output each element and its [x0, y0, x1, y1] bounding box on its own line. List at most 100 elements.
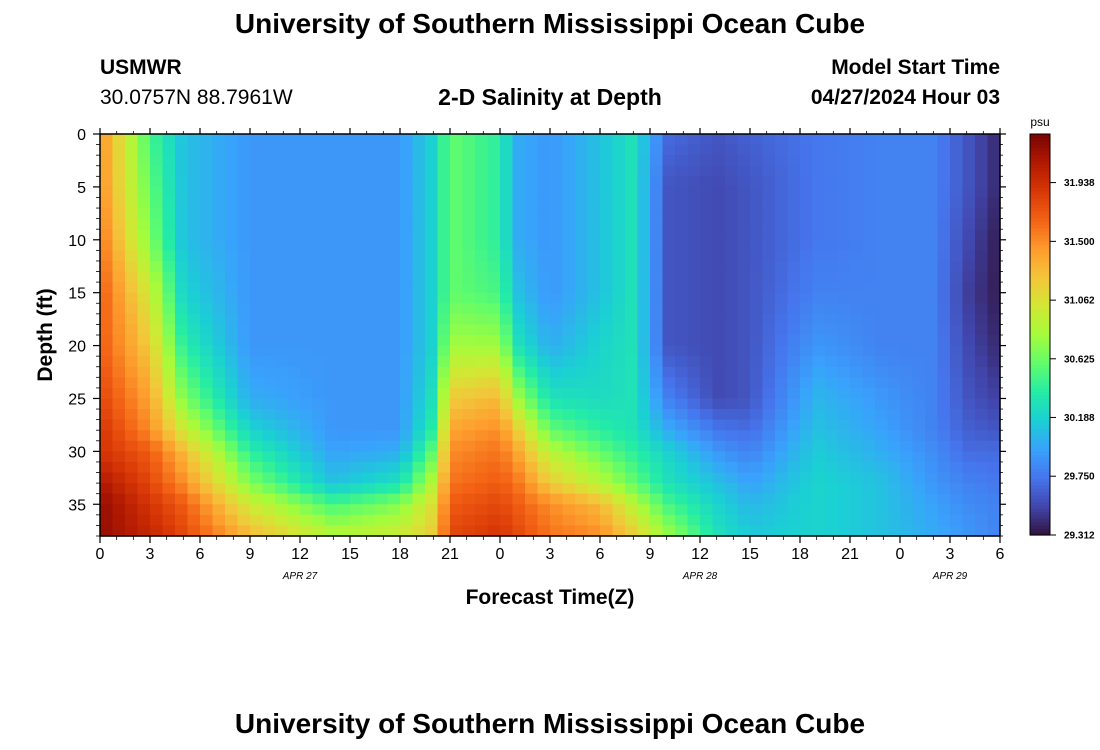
- heatmap-cell: [825, 335, 839, 347]
- heatmap-cell: [175, 377, 189, 389]
- heatmap-cell: [412, 356, 426, 368]
- heatmap-cell: [437, 186, 451, 199]
- heatmap-cell: [862, 483, 876, 495]
- heatmap-cell: [225, 504, 239, 516]
- heatmap-cell: [675, 324, 689, 336]
- heatmap-cell: [900, 144, 914, 156]
- heatmap-cell: [487, 229, 501, 241]
- heatmap-cell: [912, 186, 926, 199]
- heatmap-cell: [512, 440, 526, 452]
- heatmap-cell: [437, 483, 451, 495]
- heatmap-cell: [275, 218, 289, 230]
- heatmap-cell: [537, 250, 551, 262]
- heatmap-cell: [162, 165, 176, 177]
- colorbar-segment: [1030, 454, 1050, 459]
- heatmap-cell: [462, 165, 476, 177]
- heatmap-cell: [637, 493, 651, 505]
- heatmap-cell: [100, 345, 114, 357]
- heatmap-cell: [275, 493, 289, 505]
- heatmap-cell: [575, 324, 589, 336]
- heatmap-cell: [975, 409, 989, 421]
- heatmap-cell: [637, 134, 651, 146]
- heatmap-cell: [537, 366, 551, 378]
- heatmap-cell: [225, 387, 239, 400]
- heatmap-cell: [137, 155, 151, 167]
- heatmap-cell: [362, 186, 376, 199]
- heatmap-cell: [837, 155, 851, 167]
- heatmap-cell: [175, 451, 189, 463]
- heatmap-cell: [825, 250, 839, 262]
- heatmap-cell: [750, 229, 764, 241]
- heatmap-cell: [325, 176, 339, 188]
- heatmap-cell: [325, 430, 339, 442]
- heatmap-cell: [350, 144, 364, 156]
- heatmap-cell: [312, 504, 326, 516]
- heatmap-cell: [187, 419, 201, 431]
- colorbar-frame: [1029, 133, 1051, 536]
- heatmap-cell: [162, 260, 176, 273]
- heatmap-cell: [475, 134, 489, 146]
- heatmap-cell: [362, 218, 376, 230]
- heatmap-cell: [625, 366, 639, 378]
- heatmap-cell: [250, 504, 264, 516]
- heatmap-cell: [300, 282, 314, 294]
- heatmap-cell: [100, 387, 114, 400]
- heatmap-cell: [400, 356, 414, 368]
- heatmap-cell: [775, 186, 789, 199]
- heatmap-cell: [237, 366, 251, 378]
- heatmap-cell: [600, 324, 614, 336]
- heatmap-cell: [237, 218, 251, 230]
- heatmap-cell: [675, 504, 689, 516]
- heatmap-cell: [762, 313, 776, 326]
- heatmap-cell: [600, 419, 614, 431]
- heatmap-cell: [275, 387, 289, 400]
- heatmap-cell: [262, 430, 276, 442]
- heatmap-cell: [450, 366, 464, 378]
- heatmap-cell: [775, 218, 789, 230]
- heatmap-cell: [887, 430, 901, 442]
- heatmap-cell: [987, 419, 1001, 431]
- heatmap-cell: [125, 387, 139, 400]
- heatmap-cell: [362, 144, 376, 156]
- heatmap-cell: [575, 303, 589, 315]
- heatmap-cell: [575, 451, 589, 463]
- heatmap-cell: [800, 504, 814, 516]
- heatmap-cell: [375, 239, 389, 251]
- heatmap-cell: [837, 409, 851, 421]
- heatmap-cell: [812, 292, 826, 304]
- heatmap-cell: [837, 239, 851, 251]
- heatmap-cell: [750, 356, 764, 368]
- heatmap-cell: [300, 366, 314, 378]
- heatmap-cell: [350, 356, 364, 368]
- heatmap-cell: [250, 493, 264, 505]
- heatmap-cell: [550, 356, 564, 368]
- heatmap-cell: [625, 345, 639, 357]
- heatmap-cell: [750, 483, 764, 495]
- heatmap-cell: [312, 250, 326, 262]
- heatmap-cell: [187, 165, 201, 177]
- heatmap-cell: [875, 387, 889, 400]
- heatmap-cell: [937, 472, 951, 484]
- heatmap-cell: [712, 525, 726, 537]
- heatmap-cell: [162, 218, 176, 230]
- heatmap-cell: [575, 165, 589, 177]
- heatmap-cell: [850, 377, 864, 389]
- heatmap-cell: [925, 461, 939, 474]
- heatmap-cell: [437, 377, 451, 389]
- heatmap-cell: [962, 197, 976, 209]
- heatmap-cell: [137, 186, 151, 199]
- heatmap-cell: [900, 260, 914, 273]
- heatmap-cell: [125, 377, 139, 389]
- heatmap-cell: [650, 186, 664, 199]
- heatmap-cell: [262, 208, 276, 220]
- heatmap-cell: [775, 239, 789, 251]
- heatmap-cell: [962, 345, 976, 357]
- heatmap-cell: [975, 218, 989, 230]
- heatmap-cell: [187, 250, 201, 262]
- heatmap-cell: [212, 271, 226, 283]
- heatmap-cell: [837, 197, 851, 209]
- heatmap-cell: [125, 504, 139, 516]
- heatmap-cell: [150, 260, 164, 273]
- heatmap-cell: [450, 493, 464, 505]
- heatmap-cell: [400, 366, 414, 378]
